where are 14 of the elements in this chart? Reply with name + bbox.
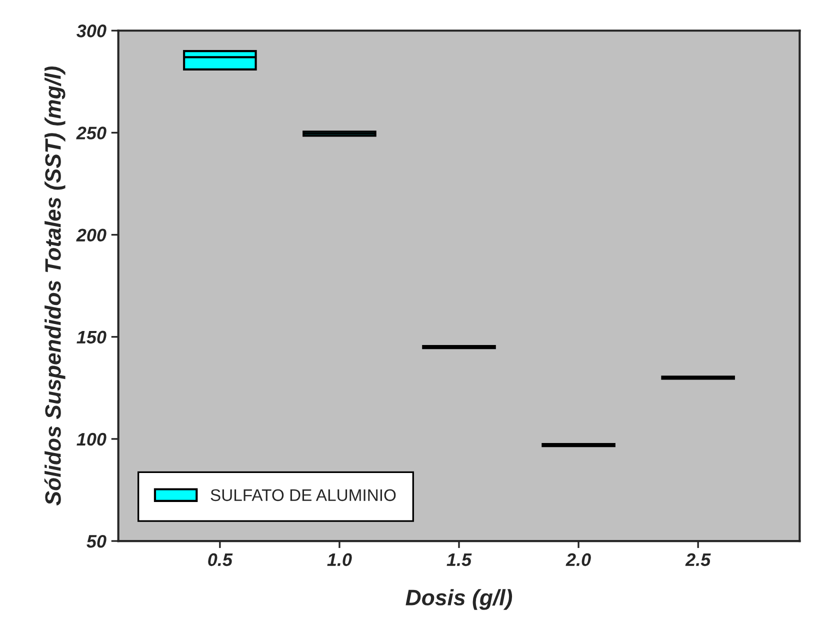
y-tick-label: 250 [76,126,106,140]
x-tick-label: 1.0 [327,553,352,566]
x-axis-title: Dosis (g/l) [406,589,512,610]
y-tick-label: 150 [76,330,106,344]
x-tick-label: 2.5 [685,553,711,566]
y-tick-label: 50 [86,534,106,548]
y-tick-label: 300 [76,24,106,38]
y-tick-label: 100 [76,432,106,446]
legend-label: SULFATO DE ALUMINIO [210,489,396,502]
y-tick-label: 200 [76,228,106,242]
x-tick-label: 1.5 [446,553,472,566]
x-tick-label: 2.0 [566,553,591,566]
y-axis-title: Sólidos Suspendidos Totales (SST) (mg/l) [44,66,66,506]
x-tick-label: 0.5 [208,553,233,566]
